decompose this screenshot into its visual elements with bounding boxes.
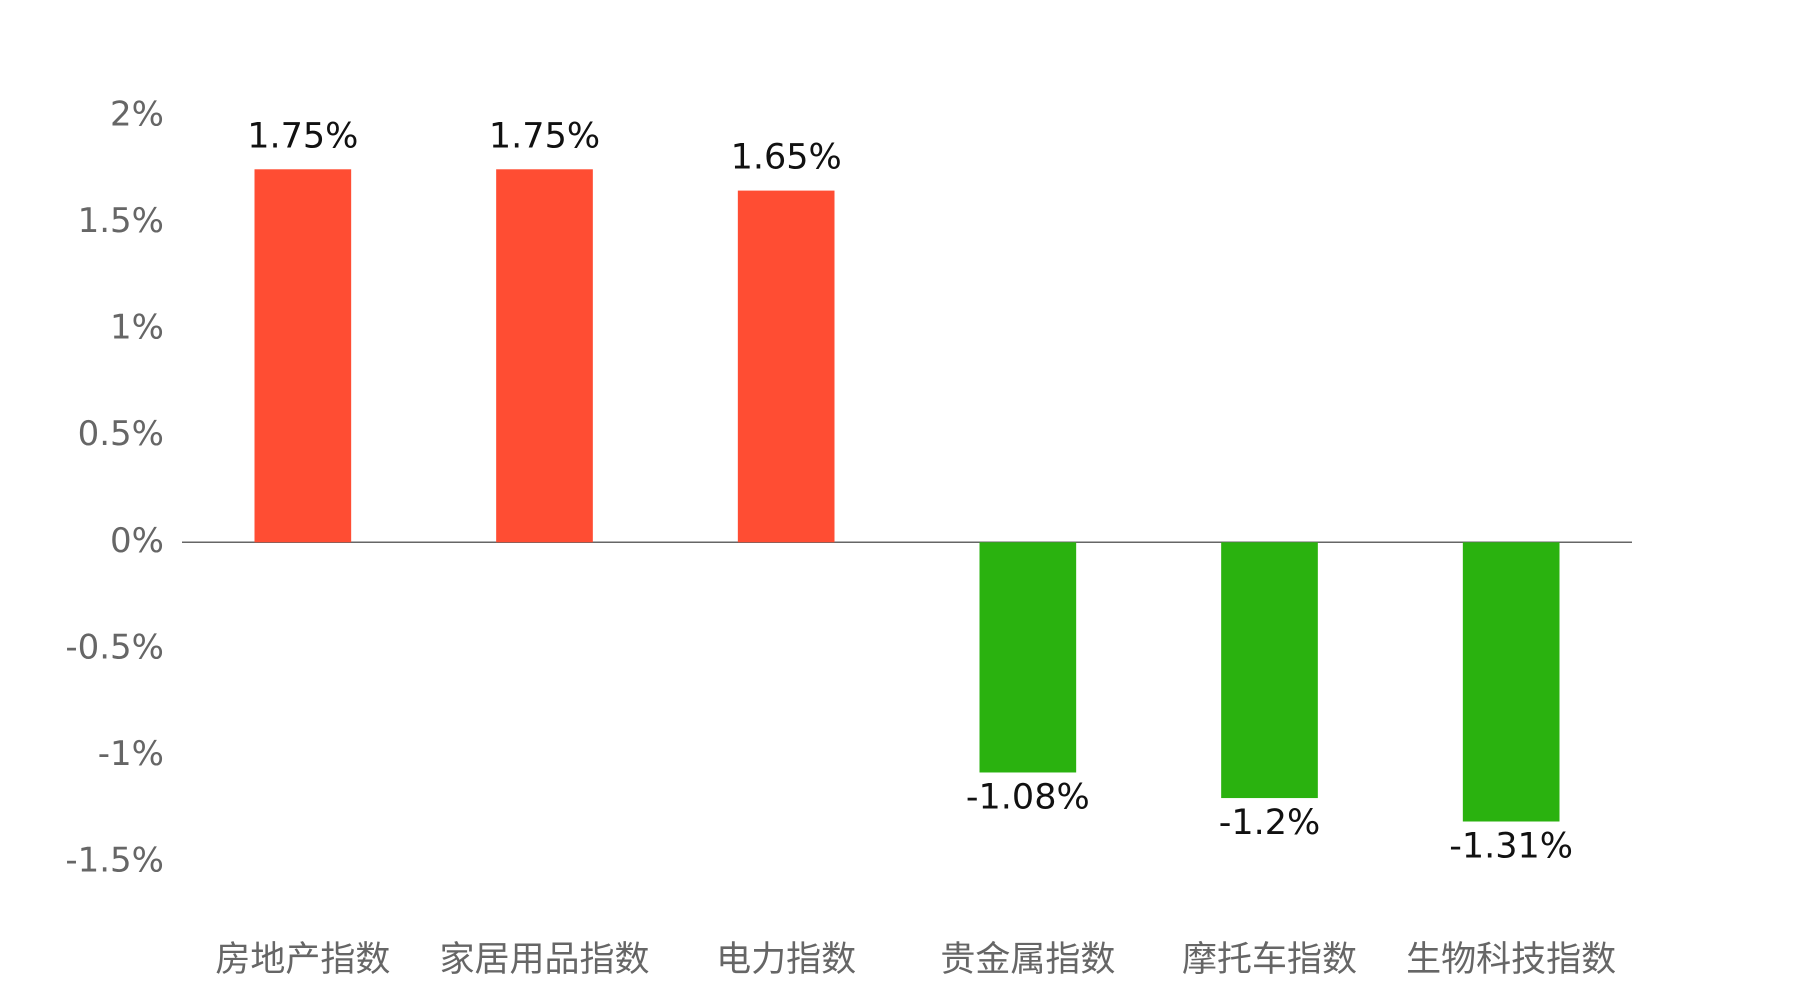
bar — [496, 169, 593, 543]
y-tick-label: -1.5% — [65, 841, 164, 881]
y-tick-label: 2% — [110, 95, 164, 135]
value-label: -1.08% — [966, 777, 1090, 817]
y-tick-label: -1% — [98, 734, 164, 774]
y-tick-label: -0.5% — [65, 627, 164, 667]
y-tick-label: 1% — [110, 308, 164, 348]
bar — [1462, 542, 1560, 822]
bar — [737, 190, 835, 543]
value-label: 1.75% — [489, 116, 600, 156]
y-tick-label: 1.5% — [78, 201, 164, 241]
value-label: -1.31% — [1449, 827, 1573, 867]
x-tick-label: 生物科技指数 — [1406, 940, 1616, 980]
bar — [979, 542, 1077, 773]
value-label: 1.75% — [247, 116, 358, 156]
y-tick-label: 0.5% — [78, 414, 164, 454]
value-label: 1.65% — [731, 138, 842, 178]
x-tick-label: 家居用品指数 — [439, 940, 649, 980]
x-tick-label: 摩托车指数 — [1182, 940, 1357, 980]
x-tick-label: 房地产指数 — [215, 940, 390, 980]
bar — [1221, 542, 1318, 799]
y-tick-label: 0% — [110, 521, 164, 561]
bar — [254, 169, 352, 543]
x-tick-label: 电力指数 — [716, 940, 856, 980]
value-label: -1.2% — [1219, 803, 1321, 843]
x-tick-label: 贵金属指数 — [940, 940, 1115, 980]
